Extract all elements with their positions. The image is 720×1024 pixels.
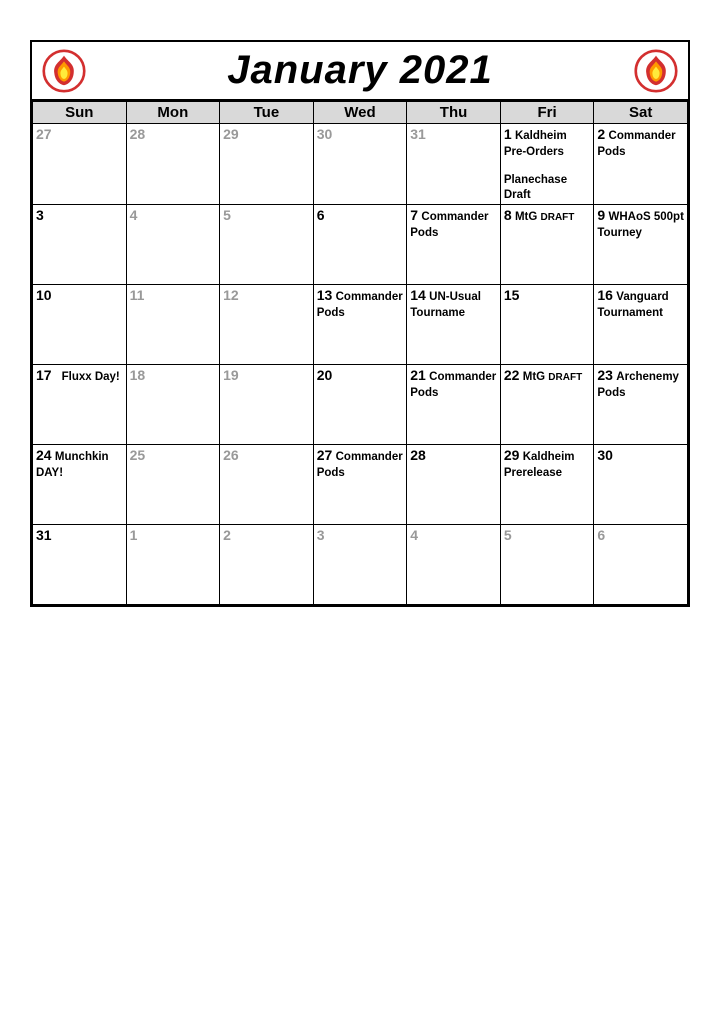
calendar-day-cell: 26 (220, 445, 314, 525)
calendar-day-cell: 11 (126, 285, 220, 365)
calendar-day-cell: 30 (594, 445, 688, 525)
calendar: January 2021 SunMonTueWedThuFriSat 27282… (30, 40, 690, 607)
day-header: Wed (313, 102, 407, 124)
calendar-day-cell: 8 MtG DRAFT (500, 205, 594, 285)
calendar-day-cell: 29 (220, 124, 314, 205)
day-header-row: SunMonTueWedThuFriSat (33, 102, 688, 124)
calendar-week-row: 31123456 (33, 525, 688, 605)
day-header: Sun (33, 102, 127, 124)
calendar-day-cell: 27 (33, 124, 127, 205)
day-header: Tue (220, 102, 314, 124)
day-header: Mon (126, 102, 220, 124)
day-header: Fri (500, 102, 594, 124)
calendar-week-row: 27282930311 Kaldheim Pre-Orders Planecha… (33, 124, 688, 205)
calendar-title: January 2021 (227, 48, 493, 93)
calendar-day-cell: 1 Kaldheim Pre-Orders Planechase Draft (500, 124, 594, 205)
calendar-day-cell: 29 Kaldheim Prerelease (500, 445, 594, 525)
calendar-day-cell: 28 (126, 124, 220, 205)
calendar-day-cell: 5 (220, 205, 314, 285)
calendar-day-cell: 3 (33, 205, 127, 285)
calendar-day-cell: 12 (220, 285, 314, 365)
calendar-header: January 2021 (32, 42, 688, 101)
calendar-day-cell: 31 (33, 525, 127, 605)
calendar-day-cell: 4 (407, 525, 501, 605)
calendar-day-cell: 6 (313, 205, 407, 285)
calendar-day-cell: 1 (126, 525, 220, 605)
calendar-day-cell: 20 (313, 365, 407, 445)
flame-icon (634, 49, 678, 93)
calendar-day-cell: 15 (500, 285, 594, 365)
calendar-day-cell: 3 (313, 525, 407, 605)
calendar-day-cell: 9 WHAoS 500pt Tourney (594, 205, 688, 285)
calendar-day-cell: 2 (220, 525, 314, 605)
calendar-day-cell: 23 Archenemy Pods (594, 365, 688, 445)
calendar-week-row: 34567 Commander Pods8 MtG DRAFT9 WHAoS 5… (33, 205, 688, 285)
calendar-day-cell: 21 Commander Pods (407, 365, 501, 445)
calendar-day-cell: 4 (126, 205, 220, 285)
calendar-day-cell: 6 (594, 525, 688, 605)
calendar-body: 27282930311 Kaldheim Pre-Orders Planecha… (33, 124, 688, 605)
calendar-day-cell: 13 Commander Pods (313, 285, 407, 365)
calendar-day-cell: 22 MtG DRAFT (500, 365, 594, 445)
calendar-week-row: 17 Fluxx Day!18192021 Commander Pods22 M… (33, 365, 688, 445)
calendar-day-cell: 30 (313, 124, 407, 205)
calendar-day-cell: 31 (407, 124, 501, 205)
calendar-week-row: 24 Munchkin DAY!252627 Commander Pods282… (33, 445, 688, 525)
calendar-day-cell: 14 UN-Usual Tourname (407, 285, 501, 365)
calendar-day-cell: 28 (407, 445, 501, 525)
calendar-day-cell: 10 (33, 285, 127, 365)
calendar-day-cell: 18 (126, 365, 220, 445)
calendar-day-cell: 19 (220, 365, 314, 445)
calendar-grid: SunMonTueWedThuFriSat 27282930311 Kaldhe… (32, 101, 688, 605)
calendar-day-cell: 2 Commander Pods (594, 124, 688, 205)
calendar-day-cell: 16 Vanguard Tournament (594, 285, 688, 365)
calendar-day-cell: 27 Commander Pods (313, 445, 407, 525)
calendar-day-cell: 17 Fluxx Day! (33, 365, 127, 445)
calendar-day-cell: 24 Munchkin DAY! (33, 445, 127, 525)
day-header: Thu (407, 102, 501, 124)
day-header: Sat (594, 102, 688, 124)
calendar-day-cell: 5 (500, 525, 594, 605)
calendar-day-cell: 25 (126, 445, 220, 525)
calendar-day-cell: 7 Commander Pods (407, 205, 501, 285)
calendar-week-row: 10111213 Commander Pods14 UN-Usual Tourn… (33, 285, 688, 365)
flame-icon (42, 49, 86, 93)
